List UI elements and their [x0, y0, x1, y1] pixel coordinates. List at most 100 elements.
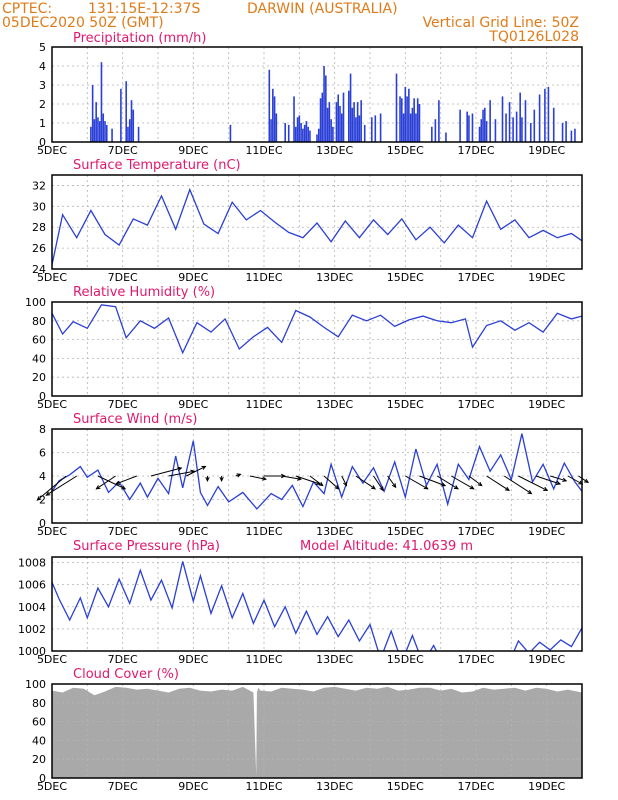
- y-tick-label: 80: [32, 315, 46, 328]
- wind-arrow-shaft: [96, 475, 116, 490]
- precip-bar: [284, 123, 286, 142]
- precip-bar: [332, 126, 334, 142]
- precip-bar: [340, 113, 343, 142]
- precip-bar: [337, 94, 339, 142]
- wind-arrow-shaft: [451, 475, 474, 490]
- wind-arrow-head: [280, 473, 286, 479]
- wind-arrow-shaft: [249, 475, 266, 480]
- precip-bar: [321, 92, 324, 142]
- y-tick-label: 4: [39, 60, 46, 73]
- wind-arrow-shaft: [578, 475, 589, 483]
- wind-arrow-head: [423, 485, 429, 490]
- header-run: 05DEC2020 50Z (GMT): [2, 15, 164, 31]
- precip-bar: [552, 107, 555, 142]
- x-tick-label: 13DEC: [316, 525, 353, 538]
- y-tick-label: 0: [39, 772, 46, 785]
- precip-bar: [93, 119, 96, 142]
- y-tick-label: 0: [39, 136, 46, 149]
- x-tick-label: 7DEC: [108, 780, 138, 793]
- x-tick-label: 9DEC: [178, 525, 208, 538]
- x-tick-label: 13DEC: [316, 144, 353, 157]
- y-tick-label: 60: [32, 334, 46, 347]
- precip-bar: [355, 117, 357, 142]
- x-tick-label: 15DEC: [387, 653, 424, 666]
- x-tick-label: 9DEC: [178, 780, 208, 793]
- precip-bar: [480, 119, 483, 142]
- y-tick-label: 100: [25, 296, 46, 309]
- wind-arrow-head: [45, 491, 51, 496]
- precip-bar: [295, 126, 297, 142]
- precip-bar: [570, 130, 573, 142]
- x-tick-label: 19DEC: [528, 780, 565, 793]
- wind-arrow-head: [296, 476, 303, 481]
- wind-arrow-head: [205, 476, 210, 482]
- panel-cloud: 0 20 40 60 80 100 5DEC 7DEC 9DEC 11DEC 13DEC 15DEC 1…: [25, 678, 583, 793]
- x-tick-label: 5DEC: [37, 271, 67, 284]
- model-altitude-label: Model Altitude: 41.0639 m: [300, 539, 473, 554]
- y-tick-label: 26: [32, 242, 46, 255]
- precip-bar: [102, 113, 105, 142]
- precip-bar: [538, 94, 541, 142]
- header-grid-note: Vertical Grid Line: 50Z: [423, 15, 579, 31]
- precip-bar: [370, 117, 373, 142]
- wind-arrow-shaft: [419, 475, 446, 487]
- precip-bar: [544, 88, 546, 142]
- wind-series-line: [52, 433, 582, 510]
- wind-arrow-shaft: [468, 475, 483, 487]
- wind-arrow-head: [504, 486, 510, 492]
- wind-arrow-head: [121, 485, 127, 490]
- wind-arrow-head: [334, 484, 340, 490]
- x-tick-label: 17DEC: [457, 271, 494, 284]
- precip-bar: [328, 102, 331, 142]
- precip-bar: [132, 109, 135, 142]
- precip-bar: [363, 124, 366, 142]
- wind-arrow-shaft: [295, 475, 320, 485]
- precip-bar: [325, 75, 327, 142]
- x-tick-label: 17DEC: [457, 398, 494, 411]
- precip-bar: [137, 126, 140, 142]
- x-tick-label: 7DEC: [108, 525, 138, 538]
- precip-bar: [111, 128, 113, 142]
- precip-bar: [466, 111, 468, 142]
- wind-arrow-shaft: [281, 475, 301, 480]
- precip-bar: [300, 123, 302, 142]
- panel-temp: 24 26 28 30 32 5DEC 7DEC 9DEC 11DEC 13DEC 15DEC 17D…: [32, 174, 583, 284]
- wind-arrow-shaft: [150, 467, 182, 477]
- y-tick-label: 20: [32, 371, 46, 384]
- y-tick-label: 28: [32, 221, 46, 234]
- precip-bar: [374, 115, 377, 142]
- precip-bar: [489, 100, 491, 142]
- x-tick-label: 9DEC: [178, 398, 208, 411]
- wind-arrow-shaft: [550, 475, 567, 482]
- wind-arrow-head: [584, 478, 590, 484]
- wind-arrow-shaft: [535, 475, 561, 485]
- precip-bar: [379, 113, 382, 142]
- pressure-series-line: [52, 561, 582, 651]
- precip-bar: [323, 66, 325, 142]
- precip-bar: [330, 119, 332, 142]
- precip-bar: [574, 128, 576, 142]
- y-tick-label: 1004: [18, 601, 46, 614]
- precip-bar: [90, 126, 92, 142]
- y-tick-label: 24: [32, 263, 46, 276]
- wind-arrow-head: [453, 485, 459, 490]
- precip-bar: [339, 105, 341, 142]
- panel-title-wind: Surface Wind (m/s): [73, 412, 197, 427]
- panel-title-temperature: Surface Temperature (nC): [73, 158, 241, 173]
- precip-bar: [445, 132, 447, 142]
- header-code: TQ0126L028: [488, 29, 579, 45]
- y-tick-label: 4: [39, 470, 46, 483]
- wind-arrow-shaft: [309, 475, 324, 487]
- panel-wind: 0 2 4 6 8 5DEC 7DEC 9DEC 11DEC 13DEC 15DEC 17DEC 19D…: [36, 423, 590, 538]
- x-tick-label: 7DEC: [108, 271, 138, 284]
- precip-bar: [98, 121, 101, 142]
- precip-bar: [287, 124, 290, 142]
- wind-arrow-shaft: [486, 475, 510, 491]
- x-tick-label: 17DEC: [457, 653, 494, 666]
- precip-bar: [316, 134, 318, 142]
- x-tick-label: 11DEC: [245, 271, 282, 284]
- precip-bar: [356, 102, 359, 142]
- y-tick-label: 3: [39, 79, 46, 92]
- x-tick-label: 13DEC: [316, 653, 353, 666]
- precip-bar: [307, 126, 309, 142]
